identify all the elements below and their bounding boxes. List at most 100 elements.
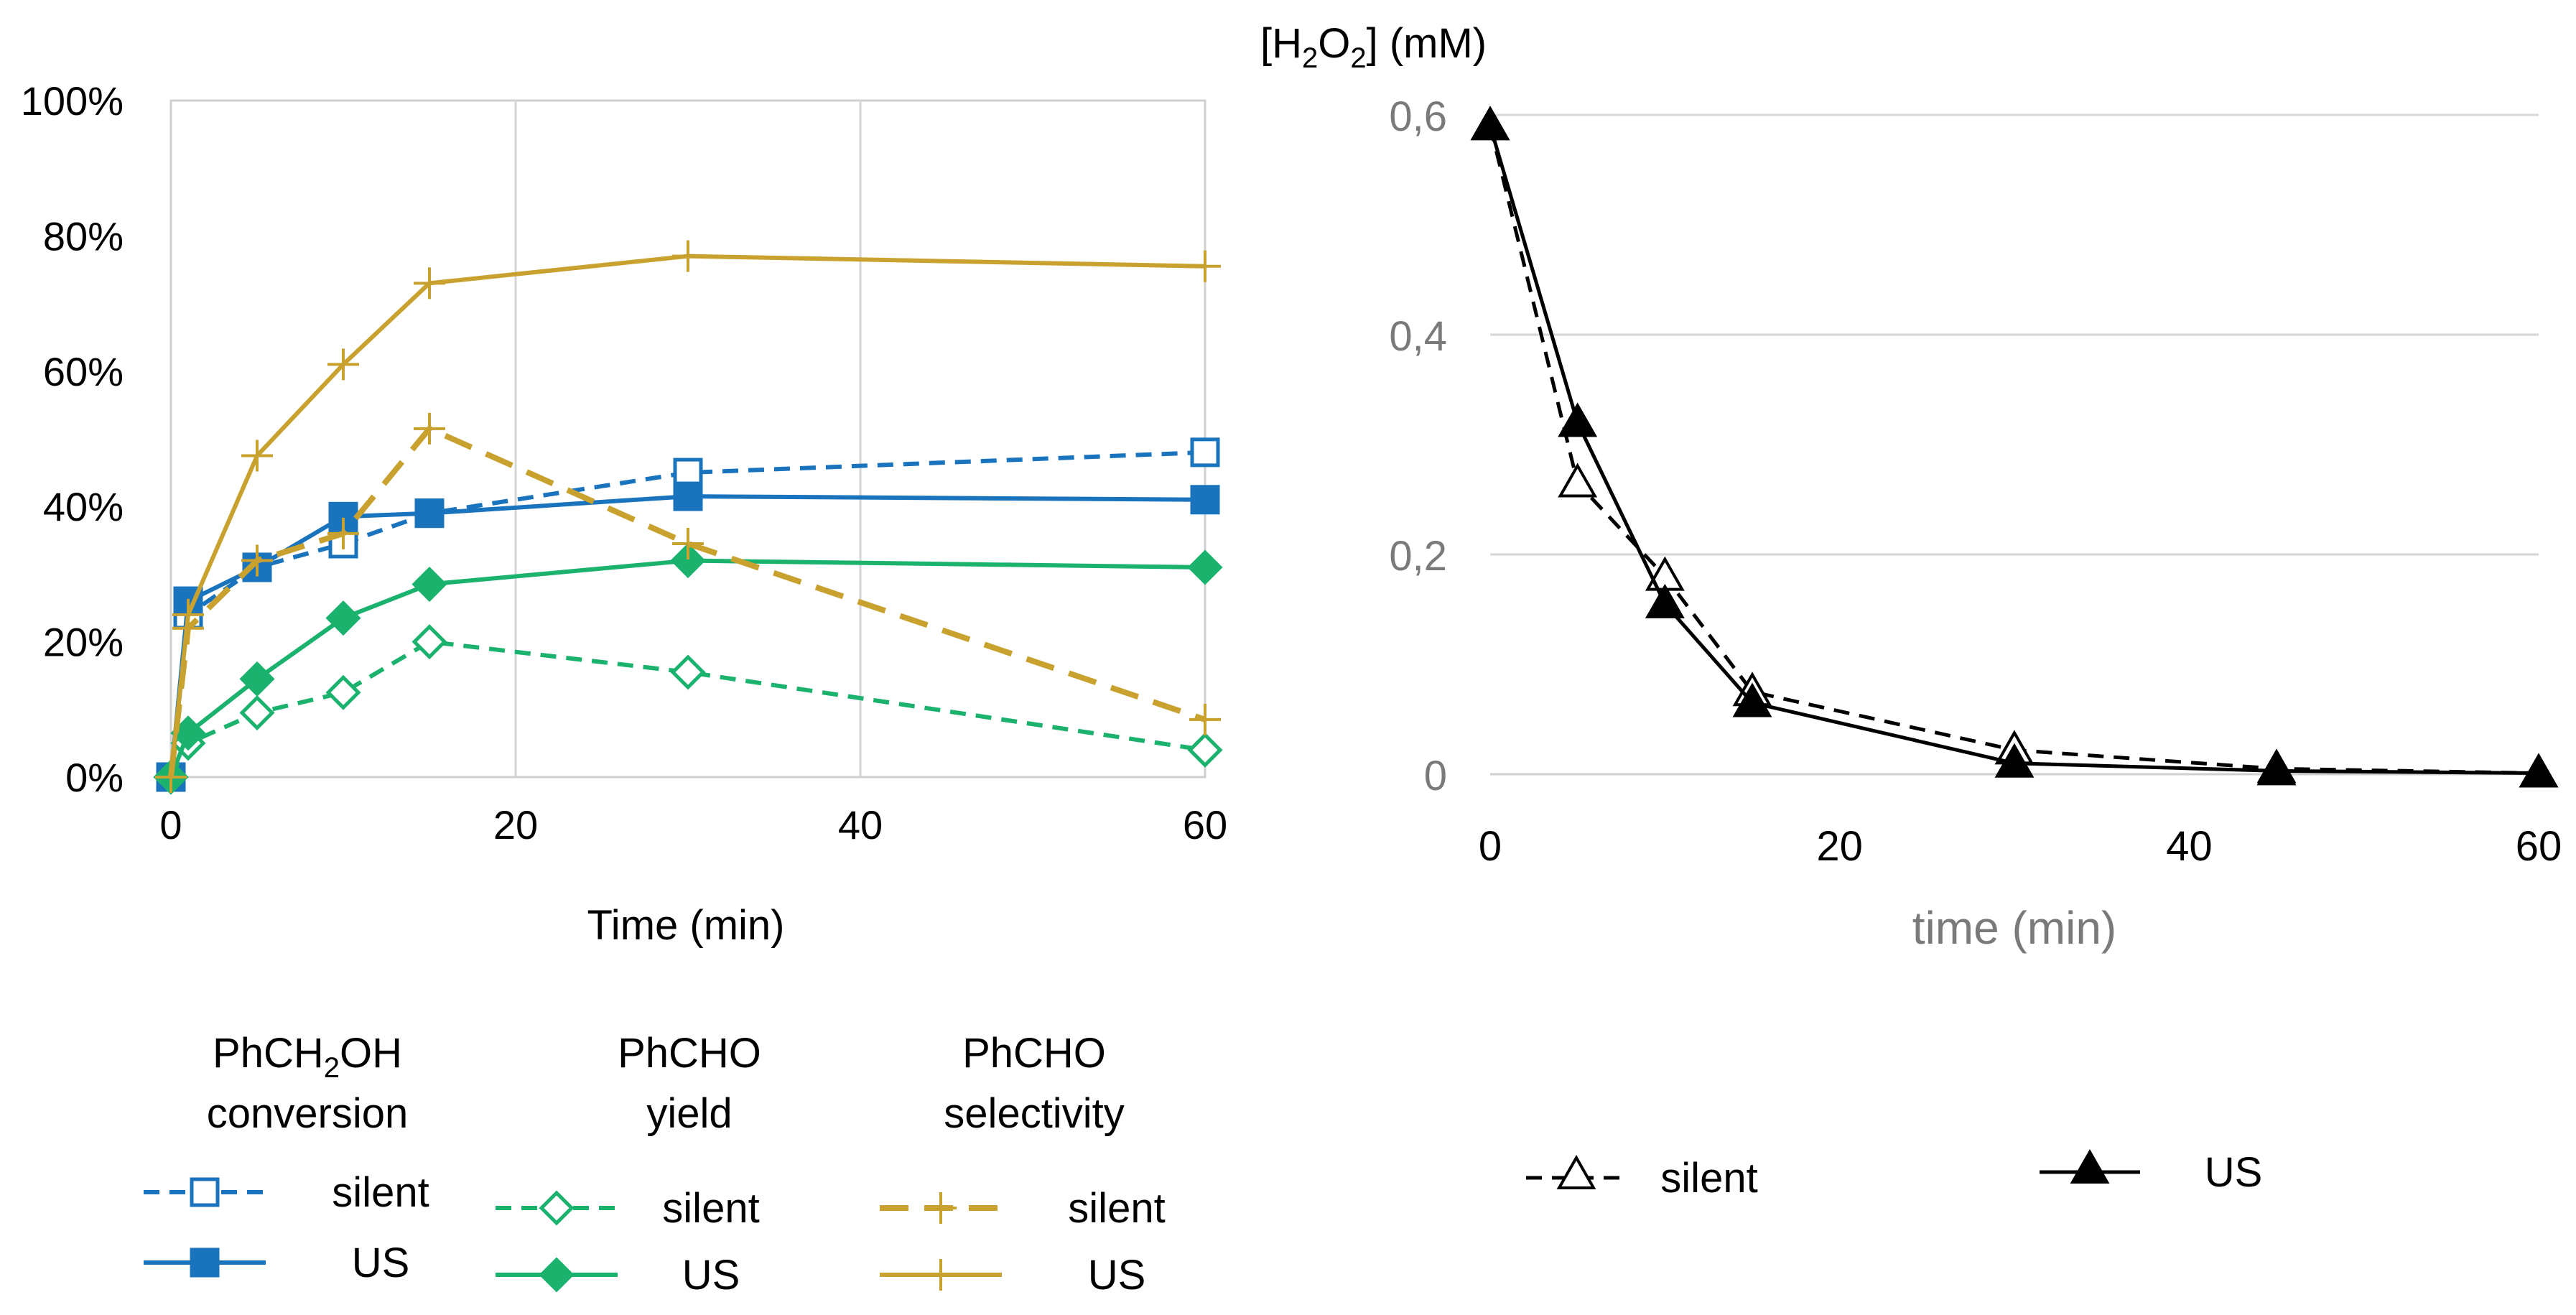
left-x-tick-label: 40 (838, 802, 883, 847)
legend-label: US (2205, 1149, 2263, 1196)
data-point (672, 528, 704, 560)
left-legend-entries: silent US silent US silent US (144, 1169, 1166, 1298)
legend-swatch-marker (190, 1247, 220, 1278)
right-x-tick-label: 20 (1816, 823, 1863, 870)
legend-swatch-marker (2070, 1148, 2110, 1184)
right-y-tick-label: 0 (1424, 753, 1447, 799)
right-y-tick-label: 0,6 (1389, 93, 1447, 140)
legend-group-selectivity-line2: selectivity (944, 1090, 1124, 1137)
right-x-tick-label: 0 (1479, 823, 1502, 870)
data-point (673, 457, 703, 488)
left-y-tick-label: 20% (43, 620, 124, 665)
data-point (1732, 682, 1772, 717)
left-grid (514, 101, 862, 777)
data-point (1190, 485, 1220, 515)
right-y-ticks: 0 0,2 0,4 0,6 (1389, 93, 1447, 799)
left-series-5 (155, 240, 1221, 793)
data-point (172, 598, 204, 631)
data-point (1187, 549, 1223, 585)
legend-group-selectivity: PhCHO (962, 1030, 1106, 1077)
data-point (411, 624, 447, 660)
right-x-tick-label: 40 (2166, 823, 2213, 870)
legend-swatch-marker (925, 1259, 957, 1291)
right-chart: [H2O2] (mM) 0 0,2 0,4 0,6 0 20 40 60 time (min… (1260, 20, 2562, 954)
legend-entry-5: US (880, 1252, 1145, 1298)
legend-label: US (682, 1252, 740, 1298)
left-legend: PhCH2OH conversion PhCHO yield PhCHO sel… (144, 1030, 1166, 1298)
data-point (1558, 402, 1598, 437)
left-y-tick-label: 80% (43, 213, 124, 259)
legend-entry-1: US (144, 1240, 409, 1286)
data-point (673, 481, 703, 511)
left-y-ticks: 0% 20% 40% 60% 80% 100% (21, 78, 124, 800)
legend-swatch-marker (539, 1257, 575, 1293)
right-y-tick-label: 0,4 (1389, 313, 1447, 360)
left-y-tick-label: 100% (21, 78, 124, 124)
legend-group-conversion-line2: conversion (207, 1090, 408, 1137)
data-point (241, 544, 273, 577)
data-point (1190, 437, 1220, 468)
legend-entry-3: US (496, 1252, 740, 1298)
left-chart: 0% 20% 40% 60% 80% 100% 0 20 40 60 Time (min) (21, 78, 1227, 949)
legend-entry-2: silent (496, 1185, 760, 1232)
data-point (414, 498, 445, 529)
data-point (1994, 743, 2035, 778)
data-point (1187, 732, 1223, 768)
data-point (239, 661, 275, 697)
data-point (1189, 703, 1221, 735)
legend-label: US (1088, 1252, 1146, 1298)
left-x-axis-label: Time (min) (587, 902, 785, 949)
left-series (153, 240, 1223, 795)
data-point (1645, 583, 1685, 618)
data-point (672, 240, 704, 272)
left-y-tick-label: 60% (43, 349, 124, 394)
right-legend-entry-0: silent (1526, 1154, 1758, 1202)
series-line (1488, 125, 2539, 775)
legend-label: silent (1068, 1185, 1165, 1232)
right-legend: silent US (1526, 1148, 2263, 1202)
data-point (411, 566, 447, 603)
right-x-ticks: 0 20 40 60 (1479, 823, 2562, 870)
data-point (670, 543, 706, 579)
right-series-1 (1470, 106, 2559, 788)
legend-entry-4: silent (880, 1185, 1166, 1232)
legend-group-yield-line2: yield (646, 1090, 732, 1137)
data-point (1189, 250, 1221, 282)
left-y-tick-label: 0% (65, 755, 124, 800)
right-x-tick-label: 60 (2516, 823, 2562, 870)
left-x-tick-label: 0 (159, 802, 182, 847)
data-point (327, 348, 359, 381)
data-point (155, 761, 187, 793)
right-series-0 (1470, 106, 2559, 788)
right-legend-entry-1: US (2040, 1148, 2263, 1196)
data-point (325, 674, 361, 710)
legend-group-yield: PhCHO (618, 1030, 761, 1077)
left-x-tick-label: 20 (493, 802, 538, 847)
data-point (327, 517, 359, 549)
legend-label: silent (662, 1185, 759, 1232)
legend-entry-0: silent (144, 1169, 429, 1216)
left-x-tick-label: 60 (1183, 802, 1227, 847)
data-point (2519, 753, 2559, 788)
legend-label: silent (332, 1169, 429, 1216)
series-line (1488, 125, 2539, 775)
legend-swatch-marker (190, 1177, 220, 1207)
data-point (325, 600, 361, 636)
right-y-tick-label: 0,2 (1389, 533, 1447, 580)
legend-swatch-marker (925, 1192, 957, 1224)
right-grid (1490, 113, 2539, 556)
right-x-axis-label: time (min) (1912, 902, 2116, 954)
legend-label: silent (1660, 1155, 1757, 1202)
legend-swatch-marker (1556, 1154, 1596, 1189)
data-point (414, 412, 445, 445)
right-series (1470, 106, 2559, 788)
right-chart-title: [H2O2] (mM) (1260, 20, 1487, 74)
data-point (1470, 106, 1510, 141)
data-point (1558, 463, 1598, 498)
data-point (239, 694, 275, 731)
legend-swatch-marker (539, 1190, 575, 1226)
legend-group-conversion: PhCH2OH (213, 1030, 402, 1084)
data-point (2256, 751, 2297, 786)
data-point (241, 440, 273, 472)
